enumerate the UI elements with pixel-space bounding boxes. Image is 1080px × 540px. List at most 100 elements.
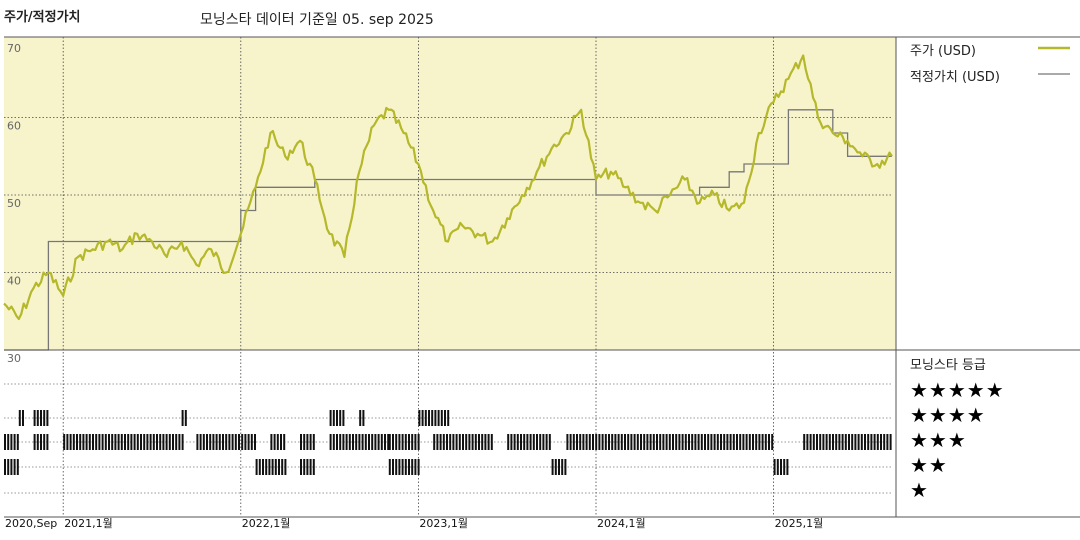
rating-4-stars: ★★★★ bbox=[910, 403, 986, 427]
rating-band-5 bbox=[336, 410, 338, 426]
rating-band-4 bbox=[592, 434, 594, 450]
rating-band-4 bbox=[312, 434, 315, 450]
rating-band-4 bbox=[844, 434, 847, 450]
rating-band-4 bbox=[231, 434, 234, 450]
rating-band-4 bbox=[883, 434, 886, 450]
y-tick-label: 50 bbox=[7, 197, 21, 210]
rating-band-4 bbox=[361, 434, 364, 450]
rating-band-4 bbox=[536, 434, 538, 450]
rating-band-4 bbox=[880, 434, 882, 450]
rating-band-3 bbox=[564, 459, 567, 475]
rating-band-3 bbox=[408, 459, 410, 475]
rating-band-4 bbox=[809, 434, 812, 450]
rating-band-4 bbox=[857, 434, 860, 450]
rating-band-4 bbox=[98, 434, 101, 450]
rating-band-4 bbox=[761, 434, 764, 450]
rating-band-5 bbox=[444, 410, 446, 426]
rating-band-4 bbox=[130, 434, 133, 450]
rating-band-4 bbox=[303, 434, 306, 450]
rating-band-4 bbox=[523, 434, 526, 450]
rating-band-4 bbox=[713, 434, 716, 450]
rating-band-4 bbox=[69, 434, 72, 450]
rating-band-4 bbox=[739, 434, 742, 450]
rating-band-4 bbox=[162, 434, 165, 450]
rating-band-3 bbox=[309, 459, 312, 475]
rating-band-5 bbox=[332, 410, 335, 426]
rating-band-4 bbox=[458, 434, 461, 450]
rating-5-stars: ★★★★★ bbox=[910, 378, 1005, 402]
rating-band-4 bbox=[595, 434, 598, 450]
rating-band-4 bbox=[414, 434, 417, 450]
rating-band-4 bbox=[439, 434, 442, 450]
rating-band-5 bbox=[440, 410, 443, 426]
rating-band-4 bbox=[108, 434, 110, 450]
rating-band-4 bbox=[822, 434, 825, 450]
x-tick-label: 2023,1월 bbox=[419, 517, 468, 530]
rating-1-star: ★ bbox=[910, 478, 929, 502]
y-tick-label: 70 bbox=[7, 42, 21, 55]
rating-band-4 bbox=[247, 434, 250, 450]
rating-band-4 bbox=[867, 434, 870, 450]
rating-band-3 bbox=[303, 459, 306, 475]
rating-band-4 bbox=[283, 434, 286, 450]
rating-band-4 bbox=[401, 434, 404, 450]
rating-band-4 bbox=[468, 434, 471, 450]
rating-band-4 bbox=[684, 434, 687, 450]
rating-band-4 bbox=[339, 434, 342, 450]
rating-band-3 bbox=[554, 459, 557, 475]
rating-band-5 bbox=[33, 410, 36, 426]
rating-bands bbox=[4, 410, 892, 475]
rating-band-5 bbox=[418, 410, 421, 426]
rating-band-4 bbox=[149, 434, 152, 450]
rating-band-4 bbox=[764, 434, 767, 450]
rating-2-stars: ★★ bbox=[910, 453, 948, 477]
rating-band-5 bbox=[40, 410, 42, 426]
rating-band-4 bbox=[579, 434, 582, 450]
rating-band-4 bbox=[507, 434, 510, 450]
rating-band-4 bbox=[111, 434, 114, 450]
rating-band-5 bbox=[342, 410, 345, 426]
rating-band-4 bbox=[355, 434, 358, 450]
rating-band-5 bbox=[339, 410, 342, 426]
rating-band-4 bbox=[700, 434, 703, 450]
rating-band-3 bbox=[13, 459, 16, 475]
rating-band-4 bbox=[209, 434, 212, 450]
rating-band-4 bbox=[672, 434, 674, 450]
rating-band-4 bbox=[368, 434, 370, 450]
rating-band-4 bbox=[640, 434, 642, 450]
rating-band-4 bbox=[377, 434, 380, 450]
rating-band-5 bbox=[421, 410, 424, 426]
rating-band-4 bbox=[300, 434, 302, 450]
rating-band-4 bbox=[143, 434, 146, 450]
legend-fair-label: 적정가치 (USD) bbox=[910, 70, 1000, 85]
rating-band-3 bbox=[16, 459, 19, 475]
rating-band-4 bbox=[825, 434, 828, 450]
rating-band-4 bbox=[841, 434, 844, 450]
rating-band-4 bbox=[234, 434, 237, 450]
rating-band-4 bbox=[828, 434, 831, 450]
rating-band-4 bbox=[835, 434, 838, 450]
rating-band-4 bbox=[678, 434, 681, 450]
rating-band-4 bbox=[16, 434, 19, 450]
x-tick-label: 2025,1월 bbox=[775, 517, 824, 530]
rating-band-4 bbox=[656, 434, 658, 450]
rating-band-4 bbox=[729, 434, 732, 450]
rating-band-4 bbox=[675, 434, 678, 450]
rating-band-4 bbox=[873, 434, 876, 450]
rating-band-4 bbox=[446, 434, 448, 450]
rating-band-4 bbox=[465, 434, 468, 450]
rating-band-4 bbox=[404, 434, 407, 450]
rating-band-4 bbox=[7, 434, 10, 450]
rating-band-4 bbox=[548, 434, 551, 450]
rating-band-3 bbox=[776, 459, 779, 475]
rating-band-4 bbox=[384, 434, 386, 450]
rating-band-4 bbox=[803, 434, 806, 450]
rating-band-4 bbox=[345, 434, 348, 450]
rating-band-4 bbox=[417, 434, 420, 450]
rating-band-4 bbox=[280, 434, 282, 450]
rating-band-4 bbox=[156, 434, 158, 450]
rating-band-4 bbox=[332, 434, 335, 450]
y-tick-label: 60 bbox=[7, 120, 21, 133]
rating-band-4 bbox=[474, 434, 477, 450]
rating-band-4 bbox=[309, 434, 312, 450]
